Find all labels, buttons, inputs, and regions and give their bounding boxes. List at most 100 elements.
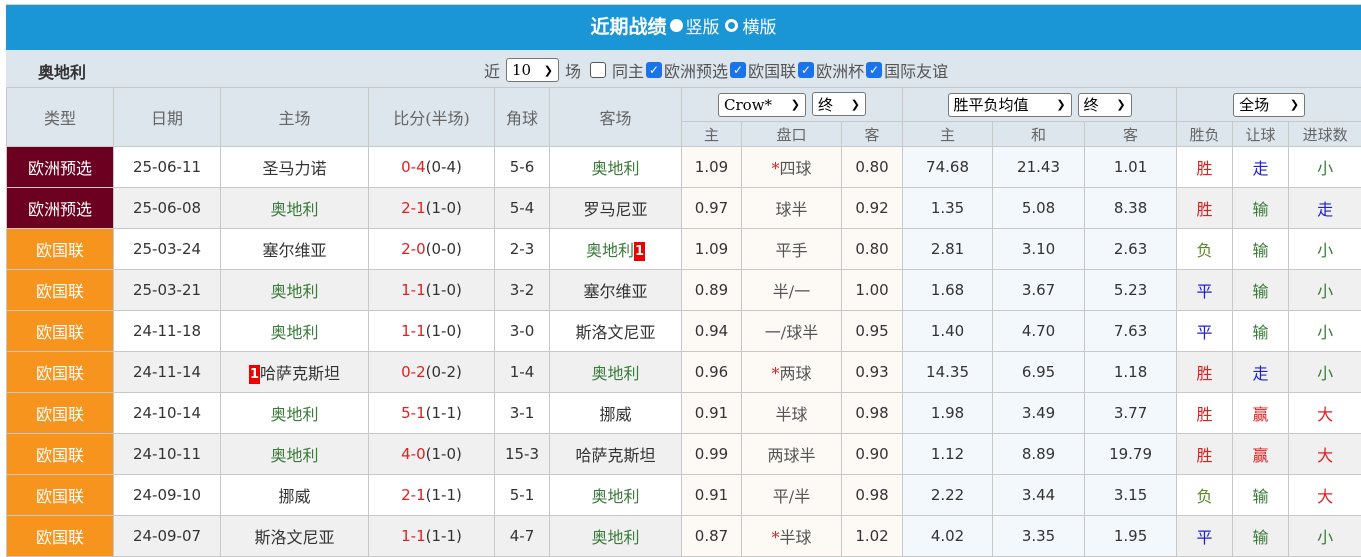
euro-qual-checkbox[interactable]: ✓	[646, 62, 662, 78]
away-team[interactable]: 奥地利	[550, 352, 682, 393]
near-label: 近	[484, 58, 500, 82]
odds-type-select[interactable]: 胜平负均值❯	[948, 93, 1072, 117]
match-type[interactable]: 欧国联	[7, 516, 114, 557]
score[interactable]: 2-0(0-0)	[369, 229, 495, 270]
home-team[interactable]: 奥地利	[221, 434, 369, 475]
handicap-result: 输	[1233, 188, 1289, 229]
handicap-away-odds: 0.98	[842, 393, 903, 434]
match-type[interactable]: 欧国联	[7, 270, 114, 311]
same-home-checkbox[interactable]	[590, 62, 606, 78]
odds-type-value: 胜平负均值	[954, 94, 1029, 115]
handicap-line: 两球半	[742, 434, 842, 475]
match-type[interactable]: 欧国联	[7, 229, 114, 270]
friendly-checkbox[interactable]: ✓	[866, 62, 882, 78]
score[interactable]: 2-1(1-1)	[369, 475, 495, 516]
handicap-stage-select[interactable]: 终❯	[812, 92, 866, 116]
handicap-line-text: 两球半	[767, 446, 815, 465]
away-team[interactable]: 斯洛文尼亚	[550, 311, 682, 352]
home-team[interactable]: 奥地利	[221, 311, 369, 352]
handicap-line-text: 两球	[779, 364, 811, 383]
radio-horizontal-label[interactable]: 横版	[743, 18, 777, 38]
score[interactable]: 1-1(1-1)	[369, 516, 495, 557]
period-select[interactable]: 全场 ❯	[1233, 93, 1305, 117]
handicap-line-text: 一/球半	[765, 323, 818, 342]
half-time-score: (1-1)	[426, 527, 462, 545]
header-date: 日期	[114, 88, 221, 147]
match-count-select[interactable]: 10❯	[506, 58, 559, 82]
company-select[interactable]: Crow*❯	[718, 93, 806, 117]
away-team[interactable]: 塞尔维亚	[550, 270, 682, 311]
handicap-home-odds: 1.09	[682, 147, 742, 188]
header-handicap-group: Crow*❯终❯	[682, 88, 903, 122]
handicap-line-text: 半/一	[773, 282, 810, 301]
nations-league-checkbox[interactable]: ✓	[730, 62, 746, 78]
score[interactable]: 5-1(1-1)	[369, 393, 495, 434]
handicap-home-odds: 0.89	[682, 270, 742, 311]
away-team-name: 斯洛文尼亚	[575, 323, 655, 342]
goals-result: 小	[1289, 147, 1361, 188]
handicap-away-odds: 0.92	[842, 188, 903, 229]
away-team[interactable]: 挪威	[550, 393, 682, 434]
match-result: 负	[1177, 229, 1233, 270]
radio-vertical-selected[interactable]	[670, 19, 683, 32]
home-team-name: 挪威	[278, 487, 310, 506]
corners: 5-1	[495, 475, 550, 516]
home-team[interactable]: 挪威	[221, 475, 369, 516]
home-team[interactable]: 斯洛文尼亚	[221, 516, 369, 557]
score[interactable]: 0-2(0-2)	[369, 352, 495, 393]
away-team-name: 哈萨克斯坦	[575, 446, 655, 465]
full-time-score: 1-1	[401, 281, 426, 299]
home-team[interactable]: 奥地利	[221, 393, 369, 434]
match-type[interactable]: 欧国联	[7, 475, 114, 516]
score[interactable]: 4-0(1-0)	[369, 434, 495, 475]
home-team[interactable]: 奥地利	[221, 270, 369, 311]
home-team[interactable]: 圣马力诺	[221, 147, 369, 188]
home-team[interactable]: 塞尔维亚	[221, 229, 369, 270]
match-type[interactable]: 欧国联	[7, 434, 114, 475]
handicap-result: 输	[1233, 270, 1289, 311]
chevron-down-icon: ❯	[1290, 98, 1299, 111]
handicap-result: 走	[1233, 352, 1289, 393]
radio-horizontal[interactable]	[725, 19, 738, 32]
handicap-result: 输	[1233, 311, 1289, 352]
match-result: 平	[1177, 516, 1233, 557]
odds-stage-select[interactable]: 终❯	[1078, 93, 1132, 117]
odds-away: 7.63	[1085, 311, 1177, 352]
away-team[interactable]: 奥地利1	[550, 229, 682, 270]
odds-away: 3.15	[1085, 475, 1177, 516]
period-value: 全场	[1239, 94, 1269, 115]
match-type[interactable]: 欧国联	[7, 311, 114, 352]
away-team[interactable]: 哈萨克斯坦	[550, 434, 682, 475]
away-team[interactable]: 罗马尼亚	[550, 188, 682, 229]
header-hc-line: 盘口	[742, 122, 842, 147]
match-type[interactable]: 欧洲预选	[7, 147, 114, 188]
score[interactable]: 2-1(1-0)	[369, 188, 495, 229]
goals-result: 小	[1289, 270, 1361, 311]
euro-cup-label: 欧洲杯	[816, 58, 864, 82]
match-type[interactable]: 欧国联	[7, 352, 114, 393]
nations-league-label: 欧国联	[748, 58, 796, 82]
euro-cup-checkbox[interactable]: ✓	[798, 62, 814, 78]
away-team[interactable]: 奥地利	[550, 516, 682, 557]
odds-draw: 6.95	[993, 352, 1085, 393]
away-team[interactable]: 奥地利	[550, 147, 682, 188]
score[interactable]: 1-1(1-0)	[369, 270, 495, 311]
match-type[interactable]: 欧国联	[7, 393, 114, 434]
score[interactable]: 1-1(1-0)	[369, 311, 495, 352]
half-time-score: (1-0)	[426, 445, 462, 463]
handicap-away-odds: 0.95	[842, 311, 903, 352]
away-team-name: 挪威	[599, 405, 631, 424]
home-team-name: 奥地利	[270, 323, 318, 342]
home-team[interactable]: 1哈萨克斯坦	[221, 352, 369, 393]
away-team-name: 奥地利	[586, 241, 634, 260]
goals-result: 小	[1289, 352, 1361, 393]
away-team-name: 奥地利	[591, 364, 639, 383]
score[interactable]: 0-4(0-4)	[369, 147, 495, 188]
handicap-away-odds: 0.80	[842, 229, 903, 270]
away-team[interactable]: 奥地利	[550, 475, 682, 516]
radio-vertical-label[interactable]: 竖版	[686, 18, 720, 38]
home-team[interactable]: 奥地利	[221, 188, 369, 229]
match-type[interactable]: 欧洲预选	[7, 188, 114, 229]
